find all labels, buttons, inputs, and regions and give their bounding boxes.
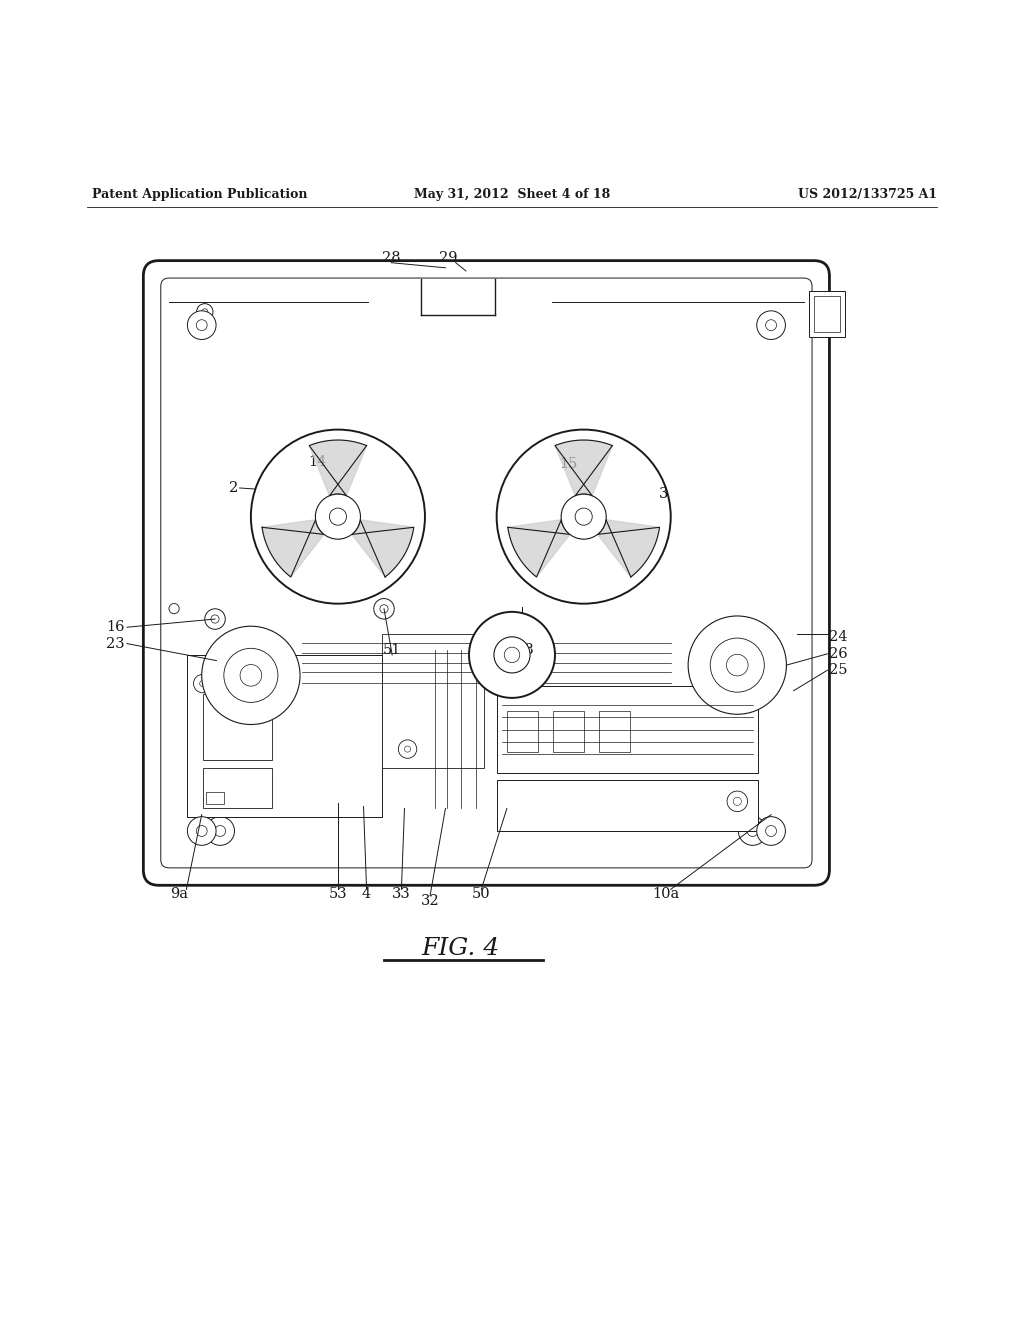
Polygon shape [508, 520, 569, 577]
Circle shape [197, 319, 207, 330]
Circle shape [202, 309, 208, 315]
Bar [599, 711, 630, 752]
Polygon shape [598, 520, 659, 577]
Circle shape [200, 681, 206, 686]
Circle shape [766, 319, 776, 330]
Circle shape [469, 612, 555, 698]
Circle shape [197, 304, 213, 319]
Text: 51: 51 [383, 643, 401, 657]
Circle shape [757, 310, 785, 339]
Circle shape [380, 605, 388, 612]
Text: 25: 25 [829, 663, 848, 677]
Text: 53: 53 [329, 887, 347, 902]
Polygon shape [309, 440, 367, 496]
Text: Patent Application Publication: Patent Application Publication [92, 187, 307, 201]
Circle shape [330, 508, 346, 525]
Circle shape [224, 648, 278, 702]
Text: 24: 24 [829, 631, 848, 644]
Circle shape [404, 746, 411, 752]
Text: 15: 15 [559, 458, 578, 471]
Text: 33: 33 [392, 887, 411, 902]
Circle shape [733, 797, 741, 805]
Circle shape [202, 626, 300, 725]
Bar [553, 711, 584, 752]
Circle shape [727, 791, 748, 812]
FancyBboxPatch shape [143, 260, 829, 886]
Bar [507, 711, 538, 752]
Bar [382, 635, 484, 767]
Bar [814, 297, 840, 333]
Circle shape [738, 817, 767, 845]
Text: 50: 50 [472, 887, 490, 902]
Text: FIG. 4: FIG. 4 [422, 937, 500, 960]
Text: US 2012/133725 A1: US 2012/133725 A1 [798, 187, 937, 201]
Circle shape [688, 616, 786, 714]
Circle shape [240, 664, 262, 686]
Circle shape [748, 825, 758, 837]
Circle shape [575, 508, 592, 525]
Circle shape [374, 598, 394, 619]
Polygon shape [555, 440, 612, 496]
Bar [203, 767, 272, 808]
Text: 32: 32 [421, 894, 439, 908]
Bar [187, 655, 382, 817]
Text: 38: 38 [516, 643, 535, 657]
Text: 9a: 9a [170, 887, 188, 902]
Circle shape [497, 429, 671, 603]
Polygon shape [262, 520, 324, 577]
Circle shape [711, 638, 764, 692]
Circle shape [194, 675, 212, 693]
Text: 29: 29 [439, 251, 458, 264]
Circle shape [315, 494, 360, 539]
Circle shape [726, 655, 749, 676]
Circle shape [561, 494, 606, 539]
Text: 16: 16 [106, 620, 125, 634]
Text: 2: 2 [228, 480, 239, 495]
Text: 28: 28 [382, 251, 400, 264]
Text: 10a: 10a [652, 887, 679, 902]
Bar [809, 292, 845, 338]
Circle shape [206, 817, 234, 845]
Circle shape [504, 647, 520, 663]
Text: 4: 4 [361, 887, 372, 902]
Circle shape [494, 636, 530, 673]
Polygon shape [352, 520, 414, 577]
Bar [206, 792, 224, 804]
Circle shape [187, 310, 216, 339]
Text: 14: 14 [308, 455, 327, 470]
Bar [497, 685, 758, 772]
Circle shape [187, 817, 216, 845]
Text: May 31, 2012  Sheet 4 of 18: May 31, 2012 Sheet 4 of 18 [414, 187, 610, 201]
Circle shape [251, 429, 425, 603]
Text: 3: 3 [658, 487, 669, 502]
Text: 23: 23 [106, 636, 125, 651]
Text: 26: 26 [829, 647, 848, 661]
Circle shape [211, 615, 219, 623]
Bar [203, 694, 272, 760]
Circle shape [398, 741, 417, 758]
Circle shape [169, 603, 179, 614]
Circle shape [205, 609, 225, 630]
Circle shape [757, 817, 785, 845]
Circle shape [197, 825, 207, 837]
Circle shape [215, 825, 225, 837]
Bar [497, 780, 758, 832]
Circle shape [766, 825, 776, 837]
